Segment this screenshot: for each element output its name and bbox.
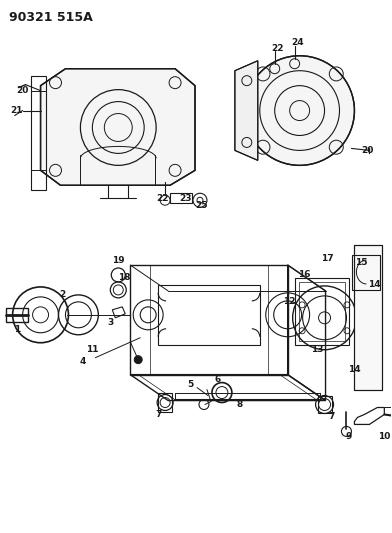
- Text: 21: 21: [10, 106, 23, 115]
- Text: 12: 12: [283, 297, 296, 306]
- Text: 4: 4: [79, 357, 85, 366]
- Text: 7: 7: [155, 410, 162, 419]
- Text: 8: 8: [237, 400, 243, 409]
- Text: 19: 19: [112, 255, 125, 264]
- Text: 90321 515A: 90321 515A: [9, 11, 93, 24]
- Bar: [318, 395, 332, 414]
- Text: 25: 25: [196, 201, 208, 209]
- Text: 6: 6: [215, 375, 221, 384]
- Polygon shape: [40, 69, 195, 185]
- Text: 17: 17: [321, 254, 334, 263]
- Bar: [170, 193, 192, 203]
- Text: 11: 11: [86, 345, 99, 354]
- Polygon shape: [354, 245, 382, 390]
- Text: 13: 13: [311, 345, 324, 354]
- Text: 16: 16: [298, 270, 311, 279]
- Text: 14: 14: [348, 365, 361, 374]
- Text: 18: 18: [118, 273, 131, 282]
- Text: 22: 22: [156, 193, 169, 203]
- Text: 2: 2: [59, 290, 65, 300]
- Text: 3: 3: [107, 318, 113, 327]
- Bar: [158, 392, 172, 413]
- Text: 22: 22: [271, 44, 284, 53]
- Text: 24: 24: [291, 38, 304, 47]
- Circle shape: [245, 56, 354, 165]
- Text: 5: 5: [187, 380, 193, 389]
- Text: 7: 7: [328, 412, 335, 421]
- Text: 20: 20: [16, 86, 29, 95]
- Text: 14: 14: [368, 280, 381, 289]
- Circle shape: [134, 356, 142, 364]
- Text: 15: 15: [355, 257, 368, 266]
- Text: 20: 20: [361, 146, 374, 155]
- Text: 1: 1: [15, 325, 21, 334]
- Polygon shape: [235, 61, 258, 160]
- Bar: [5, 308, 27, 322]
- Text: 23: 23: [179, 193, 191, 203]
- Text: 9: 9: [345, 432, 352, 441]
- Text: 10: 10: [378, 432, 390, 441]
